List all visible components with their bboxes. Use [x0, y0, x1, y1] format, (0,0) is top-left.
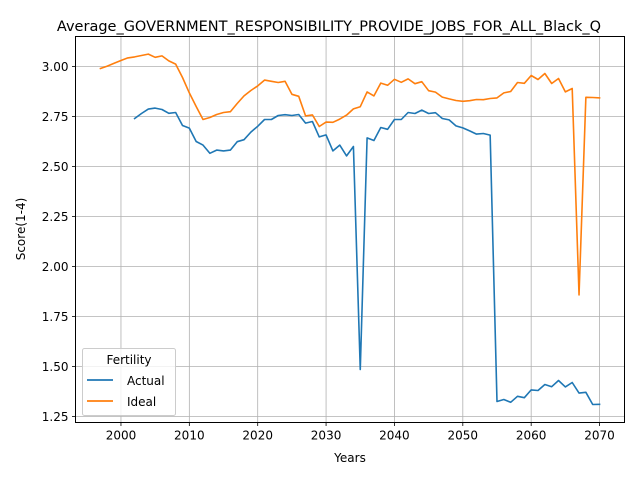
series-line-ideal [100, 54, 599, 295]
y-axis-label: Score(1-4) [14, 198, 28, 261]
y-tick-label: 2.50 [42, 160, 69, 174]
y-axis-ticks: 1.25 1.50 1.75 2.00 2.25 2.50 2.75 3.00 [42, 60, 76, 424]
y-tick-label: 2.25 [42, 210, 69, 224]
legend: Fertility Actual Ideal [83, 349, 176, 416]
x-tick-label: 2010 [174, 429, 205, 443]
y-tick-label: 2.00 [42, 260, 69, 274]
y-tick-label: 2.75 [42, 110, 69, 124]
y-tick-label: 1.75 [42, 310, 69, 324]
y-tick-label: 1.25 [42, 410, 69, 424]
legend-label-ideal: Ideal [127, 395, 156, 409]
series-line-actual [135, 108, 600, 404]
x-tick-label: 2040 [379, 429, 410, 443]
x-tick-label: 2030 [311, 429, 342, 443]
chart-title: Average_GOVERNMENT_RESPONSIBILITY_PROVID… [57, 19, 601, 35]
y-tick-label: 1.50 [42, 360, 69, 374]
y-tick-label: 3.00 [42, 60, 69, 74]
x-tick-label: 2070 [584, 429, 615, 443]
legend-title: Fertility [106, 353, 151, 367]
x-axis-ticks: 2000 2010 2020 2030 2040 2050 2060 2070 [106, 423, 615, 443]
x-tick-label: 2060 [516, 429, 547, 443]
legend-label-actual: Actual [127, 374, 165, 388]
x-tick-label: 2050 [448, 429, 479, 443]
x-tick-label: 2000 [106, 429, 137, 443]
x-axis-label: Years [333, 451, 366, 465]
x-tick-label: 2020 [242, 429, 273, 443]
